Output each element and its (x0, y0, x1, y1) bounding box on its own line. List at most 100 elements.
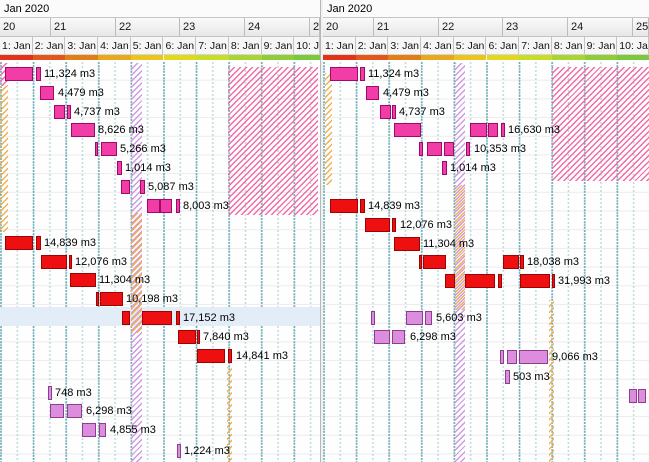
task-bar[interactable] (176, 311, 180, 325)
day-header-cell[interactable]: 20 (0, 18, 51, 36)
task-bar[interactable] (374, 330, 390, 344)
shift-header-cell[interactable]: 10: Ja (617, 37, 649, 54)
task-bar[interactable] (365, 218, 390, 232)
task-bar[interactable] (445, 274, 455, 288)
day-header-cell[interactable]: 23 (503, 18, 568, 36)
task-bar[interactable] (228, 349, 232, 363)
task-bar[interactable] (330, 67, 358, 81)
shift-header-cell[interactable]: 9: Jan (262, 37, 295, 54)
shift-header-cell[interactable]: 2: Jan (33, 37, 66, 54)
task-bar[interactable] (142, 311, 172, 325)
task-bar[interactable] (71, 123, 95, 137)
task-bar[interactable] (392, 105, 396, 119)
shift-header-cell[interactable]: 10: Ja (294, 37, 320, 54)
task-bar[interactable] (519, 350, 548, 364)
shift-header-cell[interactable]: 5: Jan (454, 37, 487, 54)
task-bar[interactable] (392, 330, 405, 344)
task-bar[interactable] (36, 236, 41, 250)
task-bar[interactable] (50, 404, 64, 418)
task-bar[interactable] (394, 123, 421, 137)
task-bar[interactable] (147, 199, 160, 213)
day-header-cell[interactable]: 24 (245, 18, 310, 36)
task-bar[interactable] (488, 123, 498, 137)
day-header-cell[interactable]: 21 (51, 18, 116, 36)
task-bar[interactable] (67, 404, 82, 418)
task-bar[interactable] (176, 199, 180, 213)
task-bar[interactable] (444, 142, 454, 156)
task-bar[interactable] (392, 218, 396, 232)
task-bar[interactable] (380, 105, 391, 119)
task-bar[interactable] (360, 67, 365, 81)
task-bar[interactable] (360, 199, 365, 213)
task-bar[interactable] (442, 161, 447, 175)
task-bar[interactable] (197, 349, 225, 363)
shift-header-cell[interactable]: 3: Jan (65, 37, 99, 54)
task-bar[interactable] (70, 273, 96, 287)
shift-header-cell[interactable]: 6: Jan (487, 37, 520, 54)
shift-header-cell[interactable]: 7: Jan (519, 37, 552, 54)
shift-header-cell[interactable]: 8: Jan (552, 37, 585, 54)
task-bar[interactable] (520, 274, 550, 288)
shift-header-cell[interactable]: 3: Jan (388, 37, 422, 54)
task-bar[interactable] (423, 255, 446, 269)
task-bar[interactable] (427, 142, 442, 156)
task-bar[interactable] (394, 237, 420, 251)
shift-header-cell[interactable]: 9: Jan (585, 37, 618, 54)
shift-header-cell[interactable]: 4: Jan (421, 37, 454, 54)
task-bar[interactable] (121, 180, 130, 194)
task-bar[interactable] (5, 67, 33, 81)
task-bar[interactable] (160, 199, 172, 213)
task-bar[interactable] (82, 423, 96, 437)
task-bar[interactable] (96, 292, 99, 306)
task-bar[interactable] (629, 389, 637, 403)
task-bar[interactable] (507, 350, 517, 364)
task-bar[interactable] (466, 142, 470, 156)
shift-header-cell[interactable]: 1: Jan (0, 37, 33, 54)
task-bar[interactable] (122, 311, 130, 325)
task-bar[interactable] (67, 105, 71, 119)
task-bar[interactable] (465, 274, 495, 288)
task-bar[interactable] (501, 123, 505, 137)
task-bar[interactable] (100, 292, 123, 306)
task-bar[interactable] (425, 311, 432, 325)
day-header-cell[interactable]: 24 (568, 18, 633, 36)
day-header-cell[interactable]: 22 (439, 18, 503, 36)
task-bar[interactable] (406, 311, 423, 325)
shift-header-cell[interactable]: 6: Jan (164, 37, 197, 54)
task-bar[interactable] (498, 274, 502, 288)
task-bar[interactable] (117, 161, 122, 175)
task-bar[interactable] (520, 255, 524, 269)
day-header-cell[interactable]: 20 (323, 18, 374, 36)
task-bar[interactable] (371, 311, 375, 325)
task-bar[interactable] (177, 444, 181, 458)
task-bar[interactable] (470, 123, 487, 137)
task-bar[interactable] (99, 423, 106, 437)
day-header-cell[interactable]: 22 (116, 18, 180, 36)
task-bar[interactable] (69, 255, 72, 269)
day-header-cell[interactable]: 21 (374, 18, 439, 36)
task-bar[interactable] (552, 274, 555, 288)
task-bar[interactable] (197, 330, 200, 344)
task-bar[interactable] (638, 389, 646, 403)
shift-header-cell[interactable]: 4: Jan (98, 37, 131, 54)
shift-header-cell[interactable]: 5: Jan (131, 37, 164, 54)
task-bar[interactable] (505, 370, 510, 384)
task-bar[interactable] (419, 142, 423, 156)
shift-header-cell[interactable]: 2: Jan (356, 37, 389, 54)
task-bar[interactable] (40, 86, 54, 100)
task-bar[interactable] (5, 236, 33, 250)
task-bar[interactable] (419, 255, 422, 269)
task-bar[interactable] (95, 142, 98, 156)
task-bar[interactable] (54, 105, 65, 119)
shift-header-cell[interactable]: 8: Jan (229, 37, 262, 54)
day-header-cell[interactable]: 23 (180, 18, 245, 36)
task-bar[interactable] (41, 255, 67, 269)
task-bar[interactable] (140, 180, 145, 194)
task-bar[interactable] (36, 67, 41, 81)
day-header-cell[interactable]: 25 (633, 18, 649, 36)
task-bar[interactable] (48, 386, 52, 400)
task-bar[interactable] (366, 86, 379, 100)
task-bar[interactable] (330, 199, 358, 213)
panel-splitter[interactable] (320, 0, 324, 462)
shift-header-cell[interactable]: 1: Jan (323, 37, 356, 54)
